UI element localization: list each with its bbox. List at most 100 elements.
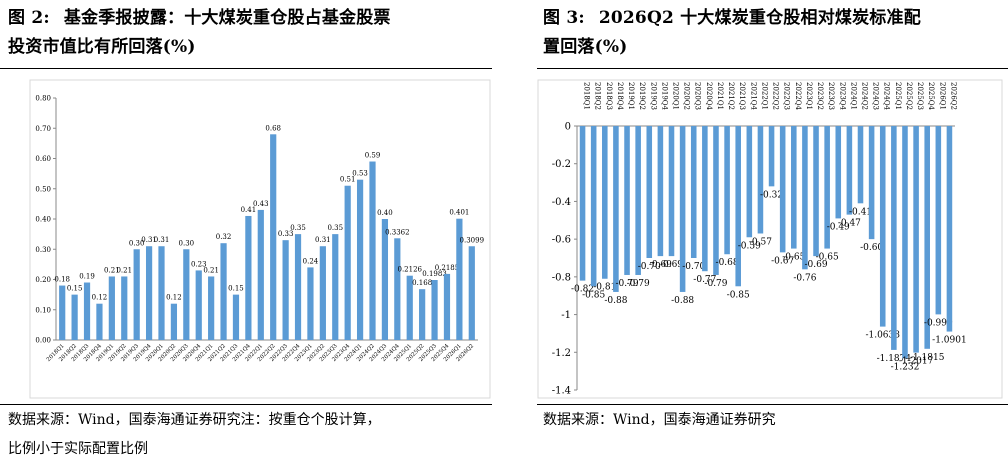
x-tick-label: 2025Q1: [894, 82, 902, 110]
bar: [294, 234, 302, 340]
bar: [802, 126, 808, 270]
figure-3-top-rule: [537, 68, 1008, 69]
bar: [419, 289, 426, 340]
data-label: -0.82: [571, 285, 594, 295]
data-label: 0.32: [216, 233, 232, 241]
figure-2-source: 数据来源：Wind，国泰海通证券研究注：按重仓个股计算， 比例小于实际配置比例: [8, 406, 381, 464]
y-tick-label: 0.60: [35, 155, 51, 163]
y-tick-label: -0.2: [552, 159, 571, 170]
bar: [879, 126, 886, 327]
data-label: -0.60: [860, 243, 883, 253]
bar: [59, 285, 66, 340]
y-tick-label: -0.8: [552, 272, 571, 283]
bar: [394, 238, 401, 340]
data-label: -0.79: [615, 279, 638, 289]
y-tick-label: 0.80: [35, 95, 51, 103]
bar: [183, 249, 190, 340]
bar: [307, 267, 314, 340]
bar: [679, 126, 686, 292]
data-label: 0.31: [141, 236, 157, 244]
data-label: -0.81: [593, 283, 616, 293]
data-label: 0.24: [303, 257, 319, 265]
bar: [381, 219, 389, 340]
bar: [245, 215, 252, 340]
x-tick-label: 2019Q2: [638, 82, 646, 110]
data-label: 0.2185: [435, 264, 460, 272]
bar: [145, 246, 153, 340]
bar: [468, 246, 475, 340]
bar: [195, 270, 202, 340]
x-tick-label: 2020Q2: [683, 82, 691, 110]
data-label: -0.85: [582, 290, 605, 300]
bar: [857, 126, 864, 204]
data-label: 0.31: [315, 236, 331, 244]
y-tick-label: 0: [565, 122, 571, 133]
bar: [624, 126, 630, 275]
data-label: -0.70: [638, 262, 661, 272]
data-label: 0.41: [241, 206, 257, 214]
x-tick-label: 2021Q3: [738, 82, 746, 110]
bar: [946, 126, 953, 332]
bar: [83, 282, 91, 340]
x-tick-label: 2020Q4: [705, 82, 713, 111]
figure-2-bar-chart: 0.00 0.10 0.20 0.30 0.40 0.50 0.60 0.70 0.80 0.18…: [29, 79, 491, 399]
data-label: -0.32: [760, 190, 783, 200]
bar: [158, 246, 165, 340]
data-label: 0.3362: [385, 228, 410, 236]
x-tick-label: 2023Q4: [838, 82, 846, 111]
data-label: 0.35: [290, 224, 306, 232]
data-label: -0.49: [827, 222, 850, 232]
bar: [657, 126, 664, 257]
x-tick-label: 2020Q1: [672, 82, 680, 110]
x-tick-label: 2024Q1: [849, 82, 857, 110]
y-tick-label: 0.10: [35, 306, 51, 314]
x-tick-label: 2022Q1: [760, 82, 768, 110]
data-label: -1.232: [891, 362, 920, 372]
data-label: -0.69: [660, 260, 683, 270]
data-label: 0.35: [327, 224, 343, 232]
plot-area-border: [29, 79, 491, 399]
x-tick-label: 2023Q2: [816, 82, 824, 110]
bar: [702, 126, 708, 272]
data-label: -0.47: [838, 219, 861, 229]
data-label: -0.69: [649, 260, 672, 270]
y-tick-label: 0.70: [35, 125, 51, 133]
bar: [902, 126, 908, 359]
bar: [443, 273, 451, 340]
data-label: -0.88: [604, 296, 627, 306]
data-label: 0.30: [129, 239, 145, 247]
y-tick-label: 0.30: [35, 246, 51, 254]
bar: [602, 126, 608, 279]
bar: [220, 243, 227, 340]
data-label: 0.51: [340, 176, 356, 184]
bar: [121, 276, 128, 340]
bar: [835, 126, 842, 219]
y-tick-label: -1.4: [552, 386, 571, 397]
data-label: -0.57: [749, 237, 772, 247]
bar: [824, 126, 830, 249]
bar: [613, 126, 619, 292]
bar: [257, 209, 264, 340]
data-label: -0.88: [671, 296, 694, 306]
bar: [768, 126, 775, 187]
x-tick-label: 2019Q1: [627, 82, 635, 110]
data-label: 0.21: [203, 266, 219, 274]
data-label: 0.59: [365, 152, 381, 160]
bar: [270, 134, 277, 340]
bar: [891, 126, 897, 350]
data-label: -0.999: [924, 318, 953, 328]
data-label: -1.0901: [932, 336, 967, 346]
bar: [791, 126, 797, 249]
bar: [170, 303, 178, 340]
x-tick-label: 2018Q3: [605, 82, 613, 110]
data-label: 0.12: [92, 294, 108, 302]
data-label: -0.79: [627, 279, 650, 289]
data-label: 0.23: [191, 260, 207, 268]
figure-3-title-line1: 图 3: 2026Q2 十大煤炭重仓股相对煤炭标准配: [543, 8, 921, 28]
data-label: 0.15: [228, 285, 244, 293]
data-label: 0.19: [79, 273, 95, 281]
figure-3-source-line1: 数据来源：Wind，国泰海通证券研究: [543, 412, 776, 428]
bar: [406, 275, 413, 340]
bar: [746, 126, 753, 238]
data-label: 0.68: [265, 124, 281, 132]
